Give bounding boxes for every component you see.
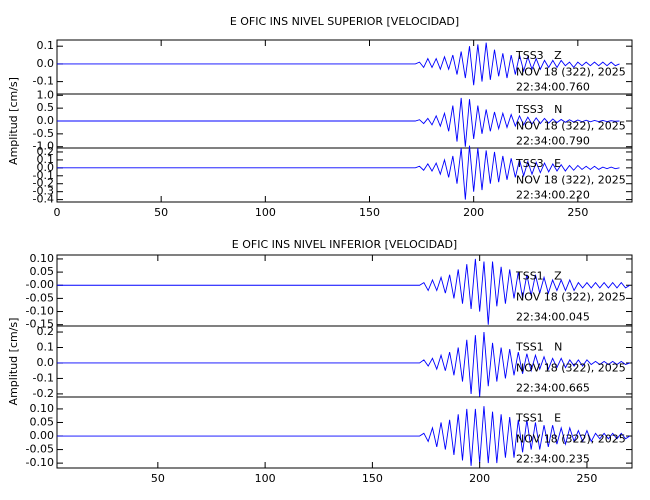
date-label: NOV 18 (322), 2025 — [516, 362, 626, 375]
x-tick-label: 50 — [151, 472, 165, 485]
waveform — [57, 97, 620, 147]
y-tick-label: 0.0 — [37, 356, 55, 369]
waveform — [57, 406, 631, 466]
waveform — [57, 42, 620, 86]
station-label: TSS1 Z — [515, 269, 562, 282]
panel-frame — [56, 147, 633, 203]
y-tick-label: 0.5 — [37, 101, 55, 114]
y-tick-label: -0.15 — [26, 318, 54, 331]
y-tick-label: -0.00 — [26, 278, 54, 291]
x-tick-label: 200 — [469, 472, 490, 485]
date-label: NOV 18 (322), 2025 — [516, 173, 626, 186]
y-tick-label: -1.0 — [33, 140, 54, 153]
waveform — [57, 145, 620, 200]
date-label: NOV 18 (322), 2025 — [516, 65, 626, 78]
station-label: TSS1 E — [515, 411, 561, 424]
time-label: 22:34:00.760 — [516, 81, 590, 94]
x-tick-label: 150 — [359, 206, 380, 219]
y-tick-label: -0.1 — [33, 75, 54, 88]
y-tick-label: 0.0 — [37, 57, 55, 70]
waveform — [57, 331, 631, 398]
y-tick-label: -0.10 — [26, 305, 54, 318]
x-tick-label: 200 — [463, 206, 484, 219]
x-tick-label: 100 — [255, 472, 276, 485]
x-tick-label: 150 — [362, 472, 383, 485]
y-tick-label: 0.05 — [30, 265, 55, 278]
y-tick-label: -0.2 — [33, 387, 54, 400]
y-tick-label: -0.1 — [33, 169, 54, 182]
panel-frame — [56, 396, 633, 469]
y-tick-label: -0.3 — [33, 185, 54, 198]
y-tick-label: 0.1 — [37, 153, 55, 166]
x-tick-label: 50 — [154, 206, 168, 219]
y-tick-label: -0.4 — [33, 193, 54, 206]
y-tick-label: -0.05 — [26, 291, 54, 304]
time-label: 22:34:00.235 — [516, 452, 590, 465]
y-tick-label: -0.10 — [26, 456, 54, 469]
station-label: TSS1 N — [515, 340, 562, 353]
y-tick-label: 0.10 — [30, 252, 55, 265]
y-tick-label: 0.2 — [37, 145, 55, 158]
date-label: NOV 18 (322), 2025 — [516, 291, 626, 304]
y-axis-label: Amplitud [cm/s] — [7, 318, 20, 406]
y-tick-label: 0.00 — [30, 429, 55, 442]
date-label: NOV 18 (322), 2025 — [516, 119, 626, 132]
y-tick-label: -0.05 — [26, 443, 54, 456]
x-tick-label: 100 — [255, 206, 276, 219]
y-tick-label: 0.1 — [37, 39, 55, 52]
y-tick-label: -0.5 — [33, 127, 54, 140]
station-label: TSS3 E — [515, 157, 561, 170]
x-tick-label: 0 — [54, 206, 61, 219]
y-tick-label: 0.05 — [30, 415, 55, 428]
group-title: E OFIC INS NIVEL SUPERIOR [VELOCIDAD] — [230, 15, 459, 28]
y-tick-label: 0.0 — [37, 114, 55, 127]
y-tick-label: -0.1 — [33, 371, 54, 384]
x-tick-label: 250 — [567, 206, 588, 219]
y-tick-label: 0.2 — [37, 325, 55, 338]
y-tick-label: -0.2 — [33, 177, 54, 190]
x-tick-label: 250 — [576, 472, 597, 485]
y-axis-label: Amplitud [cm/s] — [7, 77, 20, 165]
y-tick-label: 0.1 — [37, 341, 55, 354]
waveform — [57, 258, 631, 325]
time-label: 22:34:00.790 — [516, 135, 590, 148]
station-label: TSS3 Z — [515, 49, 562, 62]
time-label: 22:34:00.045 — [516, 310, 590, 323]
time-label: 22:34:00.665 — [516, 381, 590, 394]
time-label: 22:34:00.220 — [516, 189, 590, 202]
date-label: NOV 18 (322), 2025 — [516, 433, 626, 446]
y-tick-label: 1.0 — [37, 88, 55, 101]
group-title: E OFIC INS NIVEL INFERIOR [VELOCIDAD] — [232, 238, 457, 251]
y-tick-label: 0.10 — [30, 402, 55, 415]
y-tick-label: 0.0 — [37, 161, 55, 174]
station-label: TSS3 N — [515, 103, 562, 116]
